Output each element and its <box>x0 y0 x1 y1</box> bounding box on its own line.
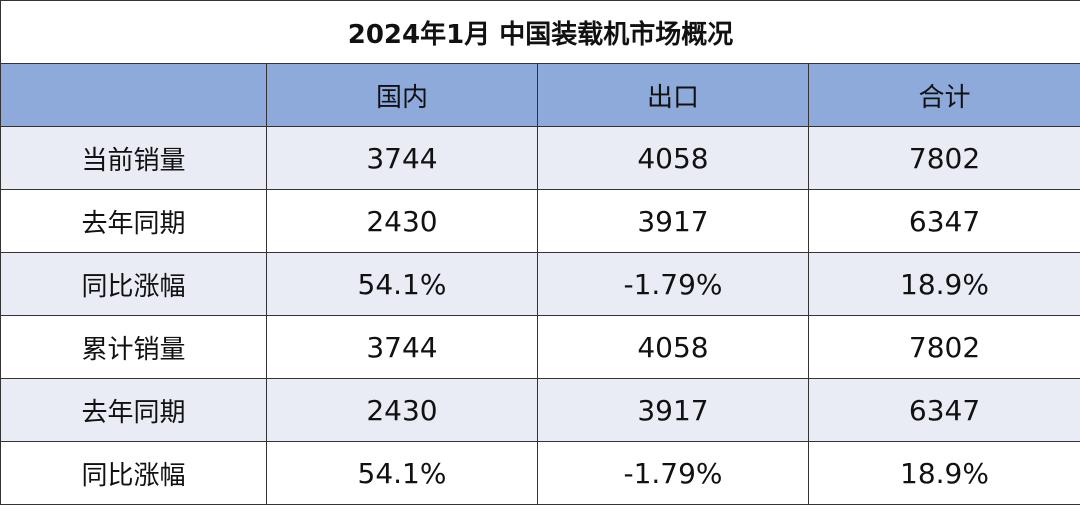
data-row: 累计销量 3744 4058 7802 <box>0 315 1080 379</box>
value-cell: 7802 <box>807 126 1080 190</box>
row-label: 同比涨幅 <box>0 252 267 316</box>
value-cell: 2430 <box>266 378 538 442</box>
value-cell: -1.79% <box>537 441 809 505</box>
column-header: 出口 <box>537 63 809 127</box>
row-label: 当前销量 <box>0 126 267 190</box>
row-label: 同比涨幅 <box>0 441 267 505</box>
data-row: 去年同期 2430 3917 6347 <box>0 378 1080 442</box>
value-cell: 18.9% <box>807 441 1080 505</box>
value-cell: 4058 <box>537 315 809 379</box>
row-label: 累计销量 <box>0 315 267 379</box>
value-cell: 6347 <box>807 378 1080 442</box>
value-cell: 7802 <box>807 315 1080 379</box>
table-title: 2024年1月 中国装载机市场概况 <box>0 0 1080 64</box>
value-cell: -1.79% <box>537 252 809 316</box>
value-cell: 4058 <box>537 126 809 190</box>
data-row: 同比涨幅 54.1% -1.79% 18.9% <box>0 252 1080 316</box>
column-header: 国内 <box>266 63 538 127</box>
value-cell: 3917 <box>537 378 809 442</box>
value-cell: 3744 <box>266 315 538 379</box>
value-cell: 18.9% <box>807 252 1080 316</box>
value-cell: 3917 <box>537 189 809 253</box>
row-label: 去年同期 <box>0 378 267 442</box>
corner-cell <box>0 63 267 127</box>
title-row: 2024年1月 中国装载机市场概况 <box>0 0 1080 64</box>
column-header: 合计 <box>807 63 1080 127</box>
header-row: 国内 出口 合计 <box>0 63 1080 127</box>
row-label: 去年同期 <box>0 189 267 253</box>
value-cell: 2430 <box>266 189 538 253</box>
data-row: 同比涨幅 54.1% -1.79% 18.9% <box>0 441 1080 505</box>
value-cell: 3744 <box>266 126 538 190</box>
value-cell: 6347 <box>807 189 1080 253</box>
value-cell: 54.1% <box>266 441 538 505</box>
data-row: 去年同期 2430 3917 6347 <box>0 189 1080 253</box>
value-cell: 54.1% <box>266 252 538 316</box>
data-row: 当前销量 3744 4058 7802 <box>0 126 1080 190</box>
